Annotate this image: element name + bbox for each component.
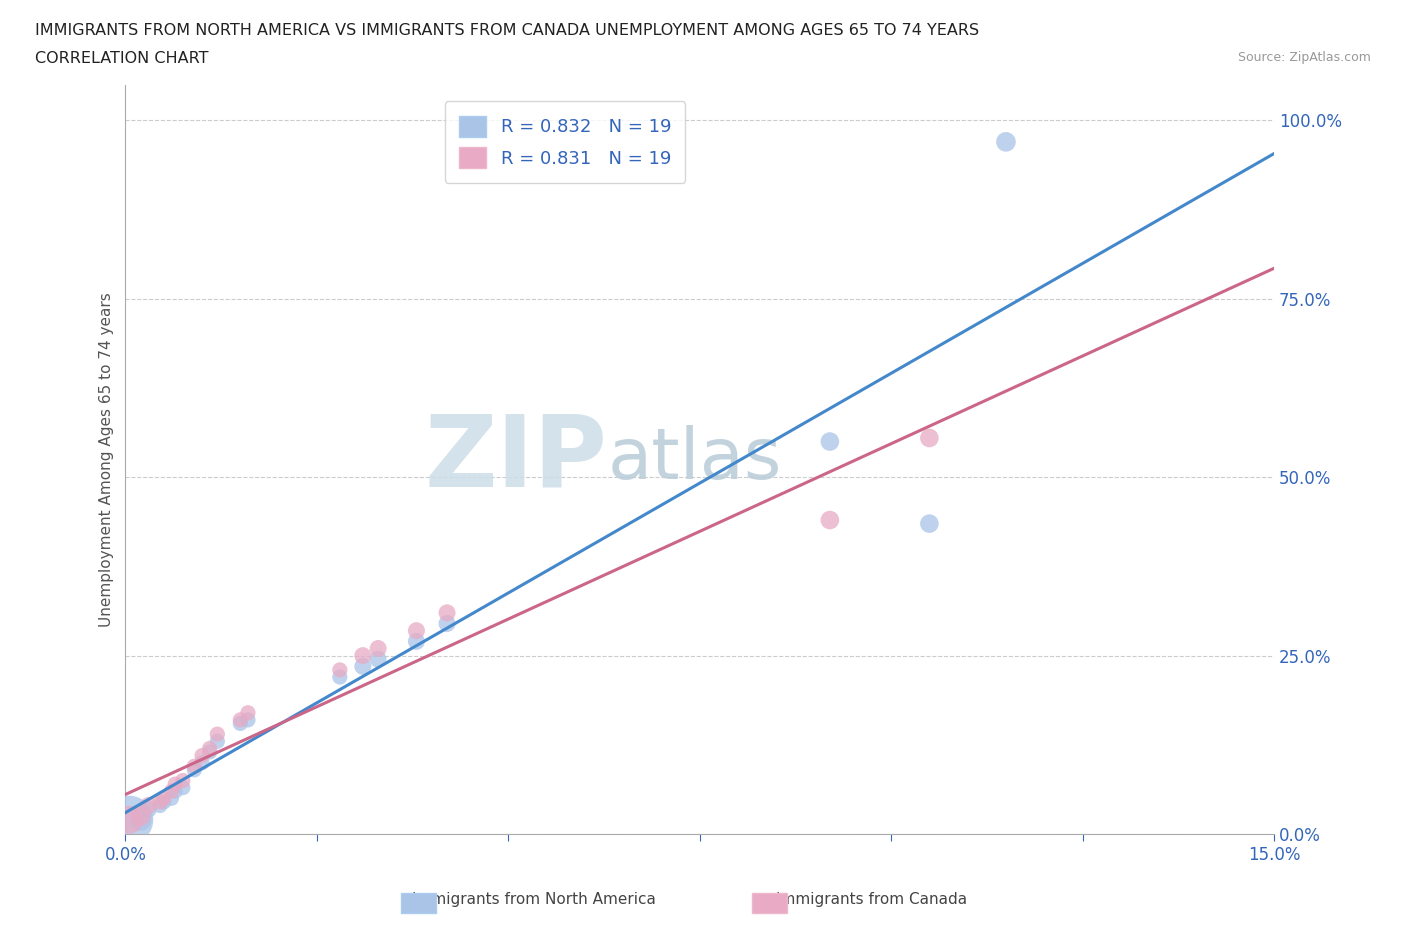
Point <box>236 712 259 727</box>
Point <box>191 755 214 770</box>
Point <box>405 634 427 649</box>
Text: IMMIGRANTS FROM NORTH AMERICA VS IMMIGRANTS FROM CANADA UNEMPLOYMENT AMONG AGES : IMMIGRANTS FROM NORTH AMERICA VS IMMIGRA… <box>35 23 979 38</box>
Point <box>138 802 160 817</box>
Point <box>236 705 259 720</box>
Point <box>352 659 374 674</box>
Point <box>152 794 174 809</box>
Point <box>329 662 352 677</box>
Point <box>818 434 841 449</box>
Point <box>405 623 427 638</box>
Point <box>172 780 194 795</box>
Text: Source: ZipAtlas.com: Source: ZipAtlas.com <box>1237 51 1371 64</box>
Point <box>329 670 352 684</box>
Point <box>918 431 941 445</box>
Point <box>165 784 187 799</box>
Legend: R = 0.832   N = 19, R = 0.831   N = 19: R = 0.832 N = 19, R = 0.831 N = 19 <box>444 101 686 182</box>
Point <box>172 773 194 788</box>
Point <box>367 641 389 656</box>
Text: Immigrants from Canada: Immigrants from Canada <box>776 892 967 907</box>
Text: CORRELATION CHART: CORRELATION CHART <box>35 51 208 66</box>
Point <box>918 516 941 531</box>
Point <box>183 759 205 774</box>
Point <box>152 790 174 805</box>
Point <box>994 135 1017 150</box>
Point <box>198 745 221 760</box>
Point <box>129 812 152 827</box>
Point <box>160 784 183 799</box>
Point <box>352 648 374 663</box>
Point <box>229 716 252 731</box>
Y-axis label: Unemployment Among Ages 65 to 74 years: Unemployment Among Ages 65 to 74 years <box>100 292 114 627</box>
Point <box>229 712 252 727</box>
Point <box>198 741 221 756</box>
Point <box>183 763 205 777</box>
Point <box>138 798 160 813</box>
Point <box>436 605 458 620</box>
Point <box>165 777 187 791</box>
Point <box>818 512 841 527</box>
Point <box>129 809 152 824</box>
Text: atlas: atlas <box>607 425 782 494</box>
Text: ZIP: ZIP <box>425 411 607 508</box>
Point <box>118 812 141 827</box>
Point <box>191 748 214 763</box>
Point <box>367 652 389 667</box>
Text: Immigrants from North America: Immigrants from North America <box>412 892 657 907</box>
Point <box>149 798 172 813</box>
Point <box>207 734 229 749</box>
Point <box>436 616 458 631</box>
Point <box>118 812 141 827</box>
Point <box>149 794 172 809</box>
Point <box>207 726 229 741</box>
Point <box>160 790 183 805</box>
